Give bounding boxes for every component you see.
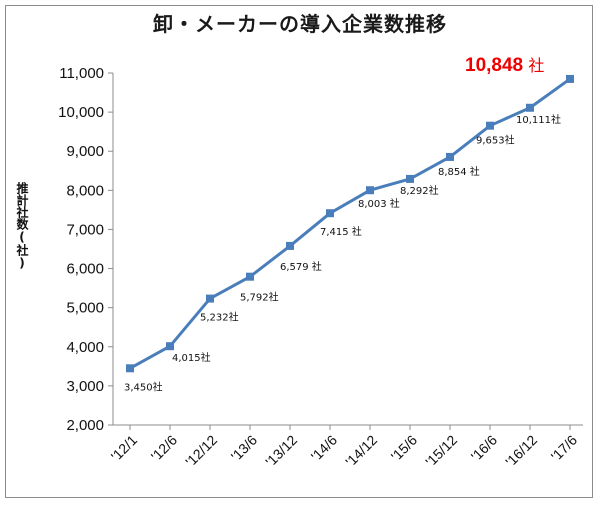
x-tick-label: '13/12 <box>262 432 300 470</box>
highlight-number: 10,848 <box>465 55 528 76</box>
y-tick-label: 7,000 <box>66 221 104 238</box>
x-tick-label: '12/12 <box>182 432 220 470</box>
data-point <box>526 103 534 112</box>
x-tick-label: '14/12 <box>342 432 380 470</box>
y-tick-label: 9,000 <box>66 143 104 160</box>
x-tick-label: '17/6 <box>548 432 581 465</box>
data-label: 10,111社 <box>516 113 561 126</box>
x-tick-label: '12/1 <box>108 432 141 465</box>
highlight-unit: 社 <box>528 56 544 75</box>
x-tick-label: '12/6 <box>148 432 181 465</box>
data-point <box>366 186 374 195</box>
chart-title: 卸・メーカーの導入企業数推移 <box>153 12 447 36</box>
data-point <box>206 294 214 303</box>
data-point <box>126 364 134 373</box>
highlight-value: 10,848 社 <box>465 55 544 76</box>
data-point <box>486 121 494 130</box>
data-label: 6,579 社 <box>280 260 322 273</box>
data-label: 9,653社 <box>476 134 515 147</box>
data-label: 8,292社 <box>400 184 439 197</box>
data-point <box>406 174 414 183</box>
axes <box>108 72 583 430</box>
x-tick-label: '13/6 <box>228 432 261 465</box>
x-tick-labels: '12/1'12/6'12/12'13/6'13/12'14/6'14/12'1… <box>108 432 581 470</box>
series-line <box>129 77 571 370</box>
y-tick-label: 6,000 <box>66 261 104 278</box>
y-tick-label: 10,000 <box>58 104 104 121</box>
y-tick-label: 8,000 <box>66 182 104 199</box>
data-label: 5,792社 <box>240 291 279 304</box>
x-tick-label: '16/6 <box>468 432 501 465</box>
x-tick-label: '15/12 <box>422 432 460 470</box>
data-label: 5,232社 <box>200 311 239 324</box>
chart-frame <box>5 5 593 498</box>
highlight-label: 10,848 社 <box>465 55 544 76</box>
data-label: 7,415 社 <box>320 225 362 238</box>
x-tick-label: '16/12 <box>502 432 540 470</box>
y-tick-label: 3,000 <box>66 378 104 395</box>
x-tick-label: '15/6 <box>388 432 421 465</box>
data-label: 3,450社 <box>124 380 163 393</box>
y-axis-label: 推計社数(社) <box>15 182 29 270</box>
data-label: 4,015社 <box>172 351 211 364</box>
data-point <box>166 342 174 351</box>
data-label: 8,854 社 <box>438 165 480 178</box>
y-tick-label: 4,000 <box>66 339 104 356</box>
series <box>126 74 574 373</box>
y-tick-label: 5,000 <box>66 300 104 317</box>
data-label: 8,003 社 <box>358 197 400 210</box>
data-point <box>246 272 254 281</box>
data-point <box>326 209 334 218</box>
y-tick-labels: 2,000 3,000 4,000 5,000 6,000 7,000 8,000 9,000… <box>58 65 104 434</box>
x-tick-label: '14/6 <box>308 432 341 465</box>
data-point <box>446 152 454 161</box>
data-point <box>566 74 574 83</box>
y-tick-label: 2,000 <box>66 417 104 434</box>
y-tick-label: 11,000 <box>59 65 104 82</box>
data-point <box>286 241 294 250</box>
